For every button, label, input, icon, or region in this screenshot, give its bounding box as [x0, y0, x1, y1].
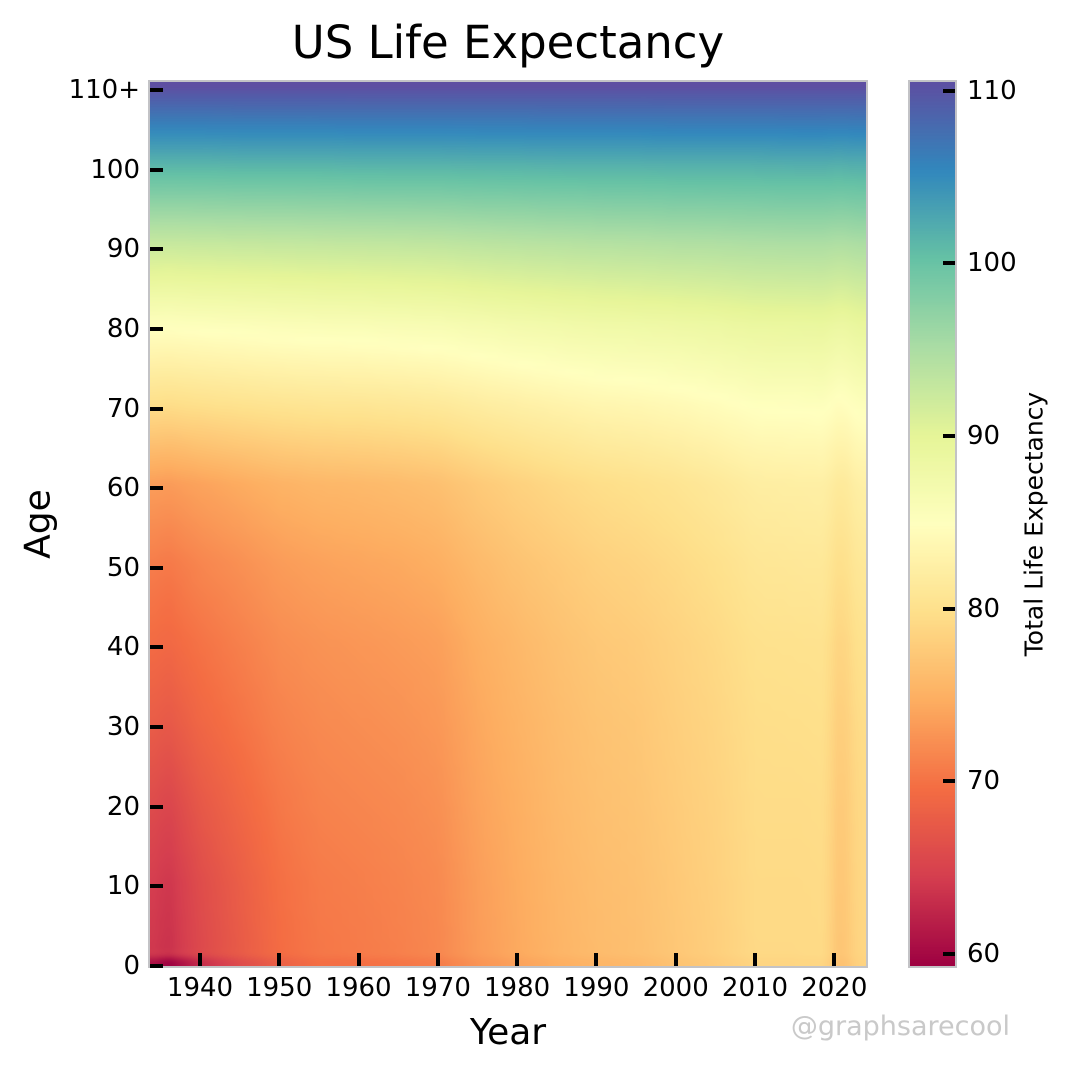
y-tick-mark [150, 964, 163, 968]
colorbar-tick-label: 70 [967, 766, 1001, 797]
x-tick-label: 1950 [246, 973, 313, 1003]
x-axis-title: Year [469, 1012, 547, 1053]
y-tick-label: 80 [106, 313, 140, 344]
y-tick-label: 100 [90, 154, 140, 185]
y-tick-mark [150, 247, 163, 252]
colorbar-tick-mark [943, 88, 955, 93]
x-tick-label: 2000 [642, 973, 709, 1003]
colorbar-tick-label: 80 [967, 593, 1001, 624]
x-tick-label: 1980 [484, 973, 551, 1003]
y-tick-mark [150, 406, 163, 411]
chart-title: US Life Expectancy [291, 16, 725, 69]
y-tick-mark [150, 486, 163, 491]
x-tick-mark [594, 953, 599, 966]
y-tick-label: 110+ [68, 75, 140, 105]
x-tick-label: 1940 [166, 973, 234, 1003]
x-tick-mark [515, 953, 520, 966]
y-tick-mark [150, 725, 163, 730]
watermark: @graphsarecool [790, 1011, 1010, 1042]
x-tick-label: 1990 [563, 973, 630, 1003]
x-tick-mark [673, 953, 678, 966]
x-tick-mark [435, 953, 440, 966]
y-tick-label: 90 [106, 234, 140, 265]
y-tick-label: 50 [106, 552, 140, 583]
colorbar-canvas [910, 82, 955, 966]
y-tick-mark [150, 326, 163, 331]
y-tick-mark [150, 88, 163, 92]
colorbar-tick-label: 100 [967, 248, 1017, 279]
y-tick-label: 30 [106, 712, 140, 743]
colorbar-tick-mark [943, 779, 955, 784]
colorbar-tick-label: 90 [967, 420, 1001, 451]
x-tick-label: 1960 [325, 973, 392, 1003]
x-tick-mark [753, 953, 757, 966]
x-tick-mark [198, 953, 202, 966]
y-tick-label: 0 [123, 951, 140, 981]
y-tick-label: 10 [106, 871, 140, 902]
colorbar-tick-mark [943, 606, 955, 611]
y-tick-label: 60 [106, 473, 140, 504]
y-tick-mark [150, 645, 163, 650]
y-axis-title: Age [17, 489, 59, 559]
heatmap-canvas [150, 82, 866, 966]
colorbar-tick-mark [943, 433, 955, 438]
y-tick-mark [150, 884, 163, 889]
heatmap-frame [148, 80, 868, 968]
colorbar-tick-label: 110 [967, 75, 1017, 106]
colorbar-tick-label: 60 [967, 938, 1001, 969]
x-tick-mark [832, 953, 837, 966]
y-tick-label: 70 [106, 393, 140, 424]
colorbar-tick-mark [943, 261, 955, 266]
x-tick-mark [277, 953, 282, 966]
y-tick-mark [150, 167, 163, 172]
colorbar-tick-mark [943, 951, 955, 956]
colorbar-title: Total Life Expectancy [1019, 391, 1049, 657]
y-tick-label: 40 [106, 632, 140, 663]
x-tick-label: 2020 [801, 973, 868, 1003]
colorbar-frame [908, 80, 957, 968]
x-tick-label: 1970 [404, 973, 471, 1003]
y-tick-mark [150, 804, 163, 809]
x-tick-label: 2010 [721, 973, 789, 1003]
y-tick-label: 20 [106, 791, 140, 822]
x-tick-mark [356, 953, 361, 966]
y-tick-mark [150, 565, 163, 570]
